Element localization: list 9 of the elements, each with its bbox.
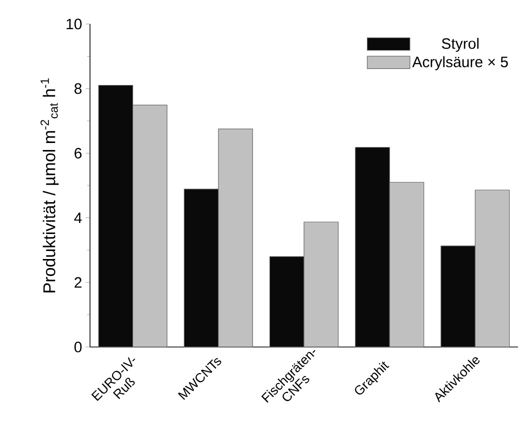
y-tick-label: 6 [74, 148, 82, 158]
legend-label: Styrol [442, 38, 479, 52]
y-tick-label: 4 [74, 212, 82, 223]
y-tick-label: 0 [74, 342, 82, 352]
legend-label: Acrylsäure × 5 [412, 56, 508, 70]
y-axis-title: Produktivität / µmol m$^{-2}$$_{cat}$ h$^{-1}$ [40, 78, 59, 292]
y-tick-label: 2 [74, 277, 82, 288]
y-tick-label: 10 [66, 18, 82, 30]
y-tick-label: 8 [74, 83, 82, 94]
